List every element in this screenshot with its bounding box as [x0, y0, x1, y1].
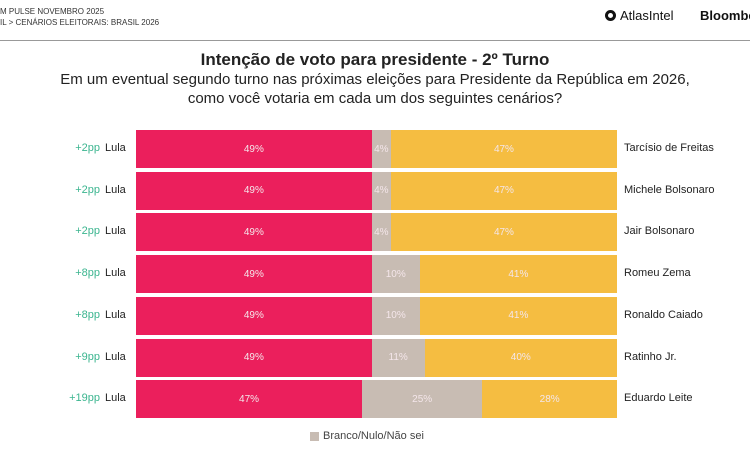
chart-row: +8pp Lula 49% 10% 41% Romeu Zema	[0, 255, 750, 294]
candidate-right: Romeu Zema	[624, 267, 691, 280]
bar-opponent: 28%	[482, 380, 617, 419]
chart-title: Intenção de voto para presidente - 2º Tu…	[200, 50, 550, 69]
chart-row: +8pp Lula 49% 10% 41% Ronaldo Caiado	[0, 296, 750, 335]
legend-label: Branco/Nulo/Não sei	[323, 430, 424, 442]
bar-lula: 47%	[136, 380, 363, 419]
bar-branco: 4%	[371, 213, 391, 252]
candidate-left: Lula	[105, 267, 126, 280]
candidate-right: Ratinho Jr.	[624, 350, 677, 363]
chart-row: +9pp Lula 49% 11% 40% Ratinho Jr.	[0, 338, 750, 377]
candidate-right: Jair Bolsonaro	[624, 225, 695, 238]
bar-branco: 25%	[362, 380, 483, 419]
chart-row: +2pp Lula 49% 4% 47% Jair Bolsonaro	[0, 213, 750, 252]
bar-lula: 49%	[136, 255, 372, 294]
bar-opponent: 47%	[390, 213, 617, 252]
candidate-right: Tarcísio de Freitas	[624, 142, 714, 154]
stacked-bar: 47% 25% 28%	[136, 380, 617, 419]
bar-branco: 11%	[371, 338, 425, 377]
stacked-bar: 49% 4% 47%	[136, 171, 617, 210]
bar-branco: 10%	[371, 296, 420, 335]
bar-lula: 49%	[136, 171, 372, 210]
lead-diff: +2pp	[75, 225, 100, 238]
candidate-left: Lula	[105, 350, 126, 363]
bar-branco: 4%	[371, 130, 391, 168]
bar-lula: 49%	[136, 130, 372, 168]
legend-swatch	[310, 431, 319, 441]
bar-lula: 49%	[136, 213, 372, 252]
chart-row: +2pp Lula 49% 4% 47% Tarcísio de Freitas	[0, 130, 750, 168]
stacked-bar: 49% 4% 47%	[136, 213, 617, 252]
atlas-logo-icon	[605, 10, 616, 21]
stacked-bar: 49% 10% 41%	[136, 296, 617, 335]
lead-diff: +2pp	[75, 142, 100, 154]
lead-diff: +19pp	[69, 392, 100, 405]
chart-subtitle: Em um eventual segundo turno nas próxima…	[60, 71, 690, 107]
candidate-right: Ronaldo Caiado	[624, 308, 703, 321]
bar-opponent: 41%	[419, 296, 617, 335]
bloomberg-logo: Bloombe	[700, 8, 750, 23]
stacked-bar: 49% 4% 47%	[136, 130, 617, 168]
header-divider	[0, 40, 750, 41]
legend: Branco/Nulo/Não sei	[310, 430, 424, 442]
stacked-bar: 49% 11% 40%	[136, 338, 617, 377]
bar-lula: 49%	[136, 338, 372, 377]
bar-opponent: 47%	[390, 171, 617, 210]
breadcrumb: M PULSE NOVEMBRO 2025 IL > CENÁRIOS ELEI…	[0, 6, 159, 28]
section-path: IL > CENÁRIOS ELEITORAIS: BRASIL 2026	[0, 18, 160, 27]
lead-diff: +8pp	[75, 267, 100, 280]
lead-diff: +8pp	[75, 308, 100, 321]
candidate-right: Eduardo Leite	[624, 392, 693, 405]
bar-opponent: 40%	[424, 338, 617, 377]
candidate-left: Lula	[105, 308, 126, 321]
atlasintel-logo: AtlasIntel	[605, 8, 673, 23]
bar-opponent: 41%	[419, 255, 617, 294]
atlas-text: AtlasIntel	[620, 8, 674, 23]
lead-diff: +2pp	[75, 183, 100, 196]
chart-row: +2pp Lula 49% 4% 47% Michele Bolsonaro	[0, 171, 750, 210]
candidate-left: Lula	[105, 392, 126, 405]
bar-opponent: 47%	[390, 130, 617, 168]
chart-row: +19pp Lula 47% 25% 28% Eduardo Leite	[0, 380, 750, 419]
candidate-left: Lula	[105, 183, 126, 196]
bar-branco: 10%	[371, 255, 420, 294]
candidate-right: Michele Bolsonaro	[624, 183, 715, 196]
candidate-left: Lula	[105, 225, 126, 238]
candidate-left: Lula	[105, 142, 126, 154]
bar-lula: 49%	[136, 296, 372, 335]
bar-branco: 4%	[371, 171, 391, 210]
report-name: M PULSE NOVEMBRO 2025	[0, 7, 105, 16]
stacked-bar: 49% 10% 41%	[136, 255, 617, 294]
lead-diff: +9pp	[75, 350, 100, 363]
